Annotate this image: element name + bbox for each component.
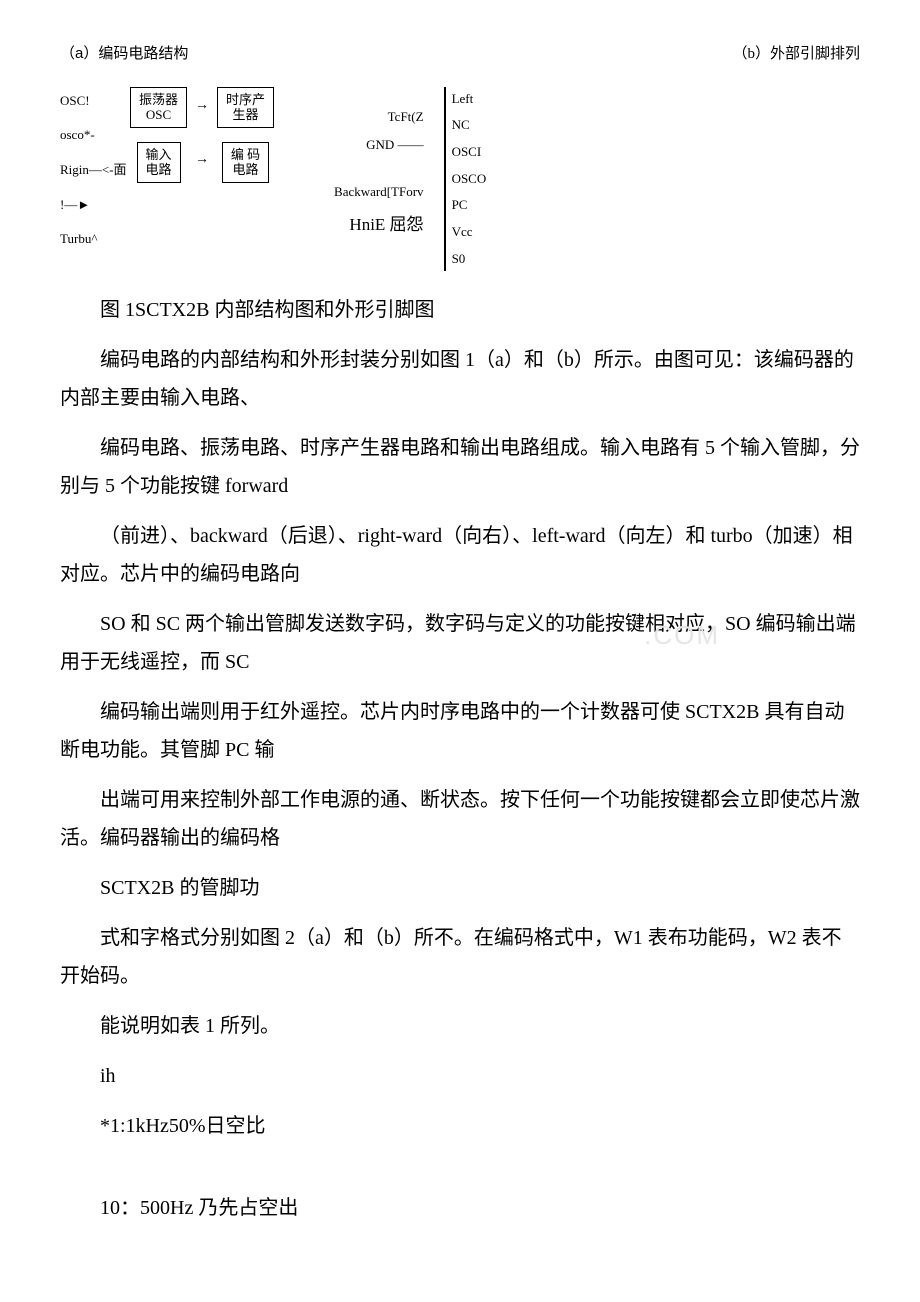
osc-box: 振荡器 OSC (130, 87, 187, 128)
pin-label: Left (452, 87, 487, 112)
chip-outline: Left NC OSCI OSCO PC Vcc S0 (444, 87, 487, 272)
arrow-col: → → (193, 87, 211, 167)
paragraph: 编码电路的内部结构和外形封装分别如图 1（a）和（b）所示。由图可见：该编码器的… (60, 341, 860, 417)
pin-label: Backward[TForv (334, 180, 424, 205)
label: !—► (60, 193, 124, 218)
caption-row: （a）（a）编码电路结构编码电路结构 （b）外部引脚排列 (60, 40, 860, 69)
paragraph: 编码电路、振荡电路、时序产生器电路和输出电路组成。输入电路有 5 个输入管脚，分… (60, 429, 860, 505)
paragraph: SO 和 SC 两个输出管脚发送数字码，数字码与定义的功能按键相对应，SO 编码… (60, 605, 860, 681)
paragraph: 式和字格式分别如图 2（a）和（b）所不。在编码格式中，W1 表布功能码，W2 … (60, 919, 860, 995)
pin-label: PC (452, 193, 487, 218)
paragraph: 编码输出端则用于红外遥控。芯片内时序电路中的一个计数器可使 SCTX2B 具有自… (60, 693, 860, 769)
label: Turbu^ (60, 227, 124, 252)
paragraph: ih (60, 1057, 860, 1095)
paragraph: SCTX2B 的管脚功 (60, 869, 860, 907)
label: OSC! (60, 89, 124, 114)
timing-box: 时序产 生器 (217, 87, 274, 128)
paragraph: 能说明如表 1 所列。 (60, 1007, 860, 1045)
diagram-col-1: 振荡器 OSC 输入 电路 (130, 87, 187, 183)
pin-label: S0 (452, 247, 487, 272)
pin-label: Vcc (452, 220, 487, 245)
paragraph: 出端可用来控制外部工作电源的通、断状态。按下任何一个功能按键都会立即使芯片激活。… (60, 781, 860, 857)
diagram-left-labels: OSC! osco*- Rigin—<-面 !—► Turbu^ (60, 87, 124, 252)
box-text: 振荡器 (139, 92, 178, 108)
pin-left-labels: TcFt(Z GND —— Backward[TForv HniE 屈怨 (334, 87, 424, 241)
block-diagram: OSC! osco*- Rigin—<-面 !—► Turbu^ 振荡器 OSC… (60, 87, 274, 252)
paragraph: *1:1kHz50%日空比 (60, 1107, 860, 1145)
paragraph: 10：500Hz 乃先占空出 (60, 1189, 860, 1227)
figure-caption: 图 1SCTX2B 内部结构图和外形引脚图 (60, 291, 860, 329)
diagram-col-2: 时序产 生器 编 码 电路 (217, 87, 274, 183)
paragraph-watermark-wrap: SO 和 SC 两个输出管脚发送数字码，数字码与定义的功能按键相对应，SO 编码… (60, 605, 860, 681)
pin-label: HniE 屈怨 (334, 209, 424, 241)
pin-label: NC (452, 113, 487, 138)
caption-b: （b）外部引脚排列 (732, 40, 860, 69)
input-box: 输入 电路 (137, 142, 181, 183)
box-text: OSC (139, 107, 178, 123)
pin-label: OSCI (452, 140, 487, 165)
pin-label: TcFt(Z (334, 105, 424, 130)
paragraph: （前进）、backward（后退）、right-ward（向右）、left-wa… (60, 517, 860, 593)
label: Rigin—<-面 (60, 158, 124, 183)
label: osco*- (60, 123, 124, 148)
pin-label: GND —— (334, 133, 424, 158)
paragraph (60, 1157, 860, 1177)
pinout-diagram: TcFt(Z GND —— Backward[TForv HniE 屈怨 Lef… (334, 87, 486, 272)
diagram-area: OSC! osco*- Rigin—<-面 !—► Turbu^ 振荡器 OSC… (60, 87, 860, 272)
arrow-icon: → (193, 153, 211, 167)
caption-a: （a）（a）编码电路结构编码电路结构 (60, 40, 188, 69)
encode-box: 编 码 电路 (222, 142, 269, 183)
pin-label: OSCO (452, 167, 487, 192)
arrow-icon: → (193, 99, 211, 113)
